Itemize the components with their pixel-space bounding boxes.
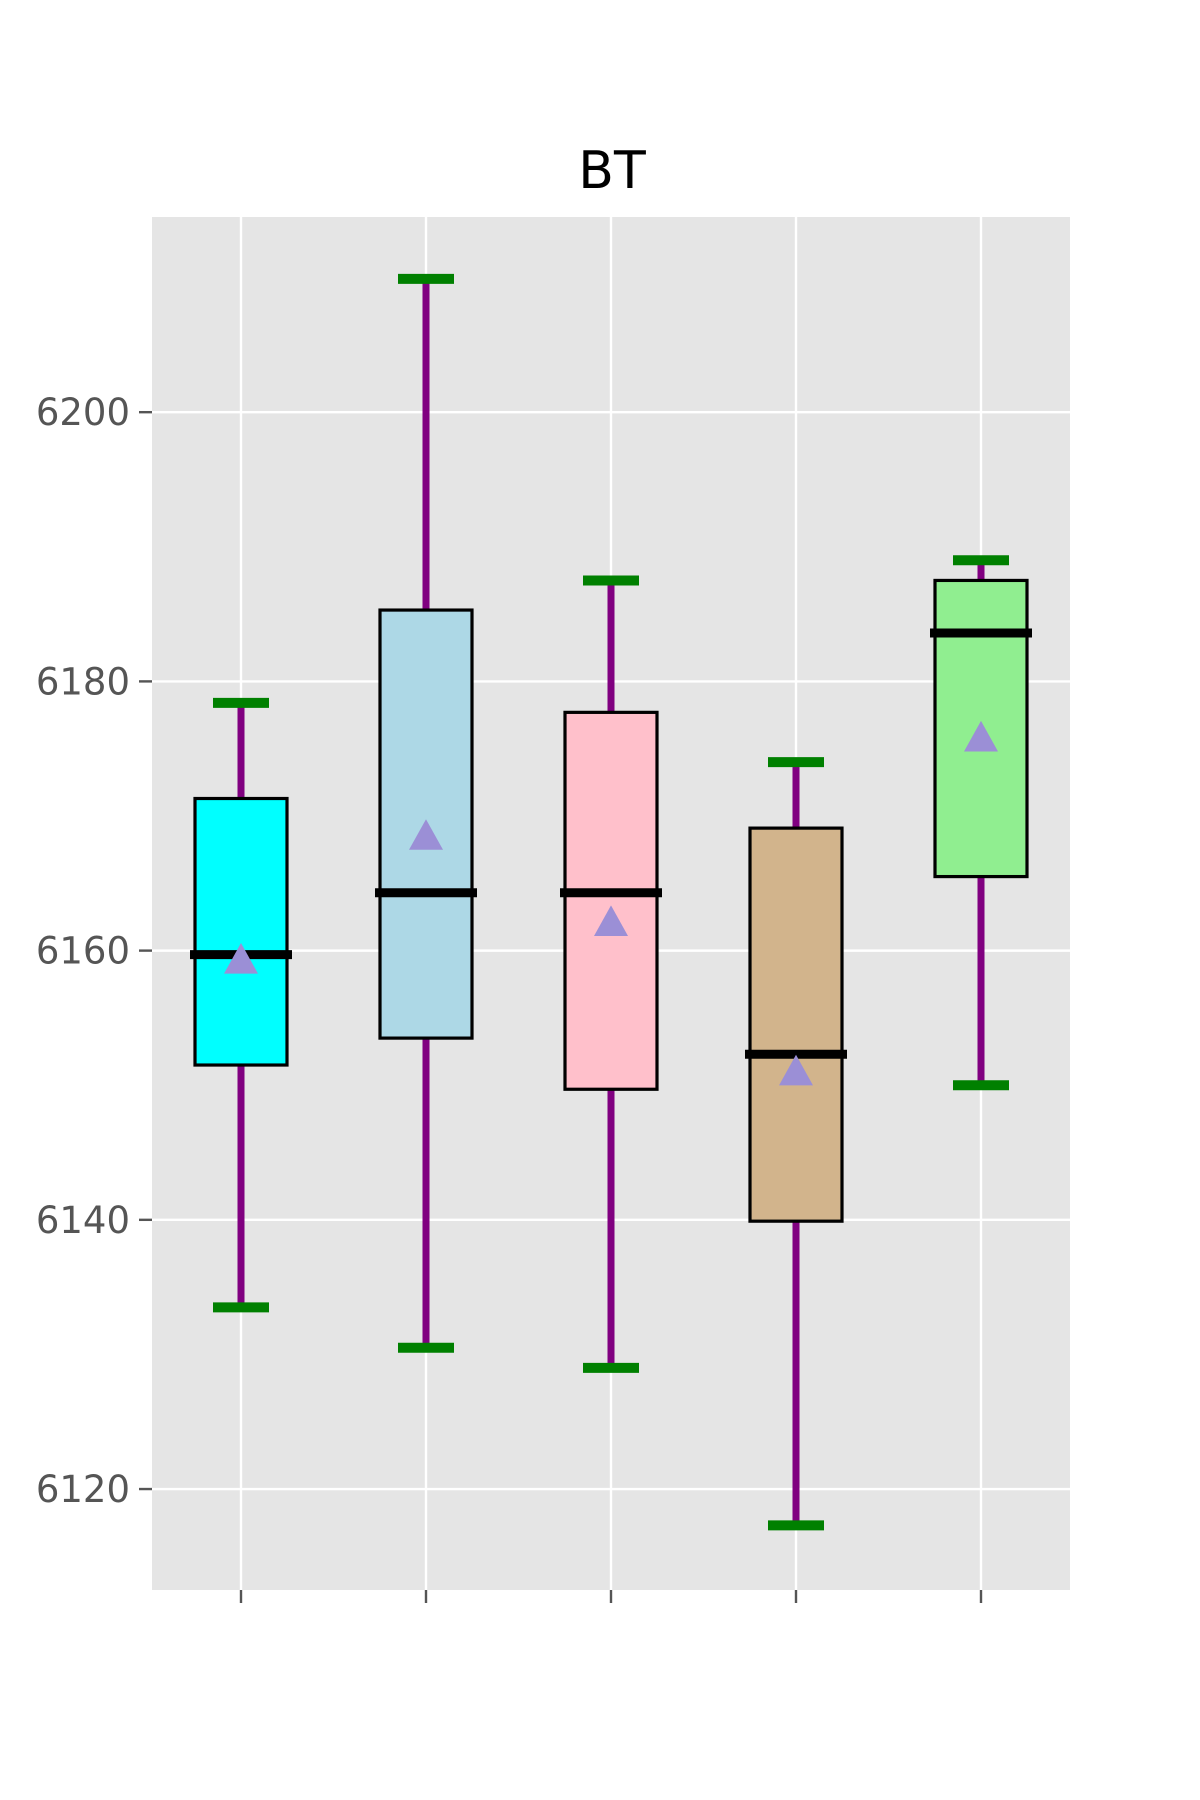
- y-tick-label: 6200: [36, 391, 130, 434]
- box-group: [375, 273, 477, 1353]
- mean-marker: [964, 720, 998, 752]
- boxes: [190, 273, 1032, 1531]
- box-body: [748, 826, 844, 1223]
- y-tick-label: 6180: [36, 660, 130, 703]
- mean-marker: [779, 1054, 813, 1086]
- x-axis: [239, 1590, 983, 1603]
- y-tick-label: 6160: [36, 930, 130, 973]
- mean-marker: [409, 819, 443, 850]
- box-group: [560, 575, 662, 1373]
- mean-marker: [594, 905, 628, 936]
- mean-marker: [224, 943, 258, 974]
- chart-title: BT: [578, 141, 646, 201]
- y-tick-label: 6140: [36, 1199, 130, 1242]
- box-group: [930, 555, 1032, 1091]
- box-body: [563, 710, 659, 1091]
- box-group: [190, 697, 292, 1313]
- y-axis: 6120 6140 6160 6180 6200: [36, 391, 152, 1511]
- box-group: [745, 757, 847, 1531]
- box-body: [193, 796, 289, 1067]
- y-tick-label: 6120: [36, 1468, 130, 1511]
